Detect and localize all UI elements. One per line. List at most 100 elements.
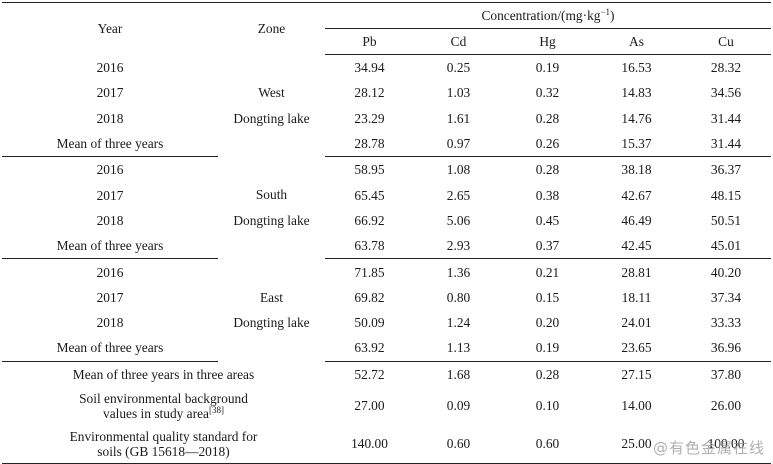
cell-value: 18.11 <box>621 289 652 305</box>
table-row: 2018 23.29 1.61 0.28 14.76 31.44 <box>2 106 771 131</box>
table-row: 2016 West Dongting lake 34.94 0.25 0.19 16.53 2… <box>2 55 771 126</box>
cell-value: 0.60 <box>503 424 592 464</box>
cell-value: 27.00 <box>354 398 385 414</box>
cell-value: 33.33 <box>710 315 742 331</box>
zone-name: South <box>255 187 288 203</box>
cell-value: 46.49 <box>621 212 652 228</box>
cell-value: 23.29 <box>354 110 385 126</box>
table-row: 2016 East Dongting lake 71.85 1.36 0.21 28.81 4… <box>2 259 771 330</box>
summary-row: Environmental quality standard for soils … <box>2 424 771 464</box>
cell-value: 0.37 <box>503 233 592 260</box>
zone-lake: Dongting lake <box>233 314 310 330</box>
cell-value: 100.00 <box>681 424 771 464</box>
cell-value: 25.00 <box>592 424 681 464</box>
zone-lake: Dongting lake <box>233 110 310 126</box>
cell-value: 45.01 <box>681 233 771 260</box>
cell-year: 2018 <box>96 315 124 331</box>
zone-name: West <box>258 85 285 101</box>
cell-value: 42.67 <box>621 187 652 203</box>
table-row: Mean of three years 28.78 0.97 0.26 15.37 31.… <box>2 130 771 158</box>
cell-value: 69.82 <box>354 289 385 305</box>
cell-value: 50.51 <box>710 212 742 228</box>
cell-value: 0.28 <box>535 162 560 178</box>
cell-year: Mean of three years <box>2 130 218 158</box>
cell-value: 14.83 <box>621 85 652 101</box>
cell-value: 0.21 <box>535 264 560 280</box>
cell-value: 63.92 <box>325 335 414 362</box>
cell-value: 0.26 <box>503 130 592 158</box>
cell-year: Mean of three years <box>2 233 218 260</box>
cell-value: 0.32 <box>535 85 560 101</box>
table-row: 2018 50.09 1.24 0.20 24.01 33.33 <box>2 310 771 335</box>
watermark: @有色金属在线 <box>652 439 765 457</box>
cell-value: 1.03 <box>446 85 471 101</box>
header-zone: Zone <box>218 2 325 55</box>
cell-value: 48.15 <box>710 187 742 203</box>
header-element: Hg <box>503 28 592 55</box>
cell-value: 58.95 <box>354 162 385 178</box>
cell-value: 0.38 <box>535 187 560 203</box>
header-element: As <box>592 28 681 55</box>
cell-value: 37.34 <box>710 289 742 305</box>
cell-year: 2016 <box>96 59 124 75</box>
citation-ref: [38] <box>208 404 224 415</box>
cell-value: 24.01 <box>621 315 652 331</box>
cell-value: 2.93 <box>414 233 503 260</box>
cell-value: 1.36 <box>446 264 471 280</box>
cell-value: 27.15 <box>621 366 652 382</box>
cell-value: 14.76 <box>621 110 652 126</box>
cell-value: 1.24 <box>446 315 471 331</box>
summary-label-line: Mean of three years in three areas <box>72 366 255 382</box>
cell-value: 0.45 <box>535 212 560 228</box>
cell-value: 0.09 <box>446 398 471 414</box>
cell-year: 2016 <box>96 264 124 280</box>
cell-value: 36.37 <box>710 162 742 178</box>
cell-value: 0.15 <box>535 289 560 305</box>
zone-lake: Dongting lake <box>233 212 310 228</box>
cell-value: 0.20 <box>535 315 560 331</box>
cell-value: 16.53 <box>621 60 652 76</box>
cell-value: 34.94 <box>354 60 385 76</box>
cell-value: 5.06 <box>446 212 471 228</box>
cell-value: 52.72 <box>354 366 385 382</box>
cell-zone: West Dongting lake <box>218 55 325 157</box>
cell-year: 2016 <box>96 162 124 178</box>
cell-value: 28.81 <box>621 264 652 280</box>
table-row: 2018 66.92 5.06 0.45 46.49 50.51 <box>2 208 771 233</box>
header-element: Pb <box>325 28 414 55</box>
cell-value: 0.97 <box>414 130 503 158</box>
cell-year: 2017 <box>96 85 124 101</box>
cell-value: 0.10 <box>535 398 560 414</box>
cell-value: 71.85 <box>354 264 385 280</box>
cell-value: 40.20 <box>710 264 742 280</box>
summary-label-line: Environmental quality standard for <box>69 428 258 444</box>
cell-value: 37.80 <box>710 366 742 382</box>
cell-year: 2018 <box>96 110 124 126</box>
cell-value: 0.25 <box>446 60 471 76</box>
cell-value: 1.68 <box>446 366 471 382</box>
cell-value: 2.65 <box>446 187 471 203</box>
summary-label-line: values in study area[38] <box>103 404 224 421</box>
header-concentration: Concentration/(mg·kg−1) <box>325 2 771 29</box>
cell-value: 14.00 <box>621 398 652 414</box>
cell-value: 42.45 <box>592 233 681 260</box>
header-element: Cd <box>414 28 503 55</box>
cell-value: 31.44 <box>681 130 771 158</box>
header-year: Year <box>2 2 218 55</box>
summary-row: Mean of three years in three areas 52.72 1… <box>2 361 771 387</box>
cell-value: 1.13 <box>414 335 503 362</box>
cell-year: 2018 <box>96 212 124 228</box>
cell-zone: East Dongting lake <box>218 259 325 361</box>
cell-value: 0.80 <box>446 289 471 305</box>
cell-value: 28.12 <box>354 85 385 101</box>
cell-value: 0.60 <box>414 424 503 464</box>
cell-value: 31.44 <box>710 110 742 126</box>
cell-value: 1.61 <box>446 110 471 126</box>
summary-row: Soil environmental background values in s… <box>2 387 771 425</box>
summary-label: Mean of three years in three areas <box>2 361 325 387</box>
cell-value: 38.18 <box>621 162 652 178</box>
cell-value: 28.78 <box>325 130 414 158</box>
summary-label-line: soils (GB 15618—2018) <box>97 443 230 459</box>
table-row: 2017 28.12 1.03 0.32 14.83 34.56 <box>2 80 771 105</box>
zone-name: East <box>259 289 284 305</box>
